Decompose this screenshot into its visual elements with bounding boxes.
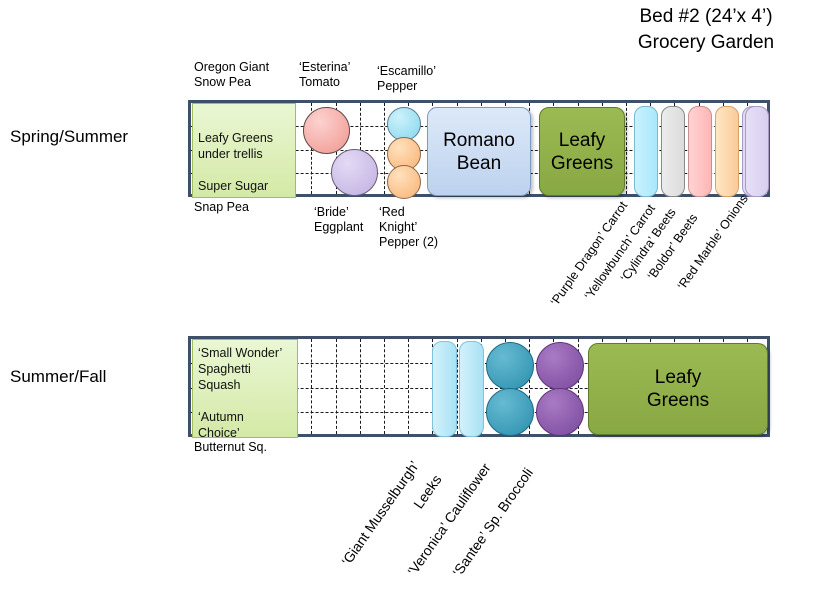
squash-block[interactable]: ‘Small Wonder’ Spaghetti Squash ‘Autumn … bbox=[192, 339, 298, 440]
season-label-spring-summer: Spring/Summer bbox=[10, 127, 129, 146]
bride-eggplant-label: ‘Bride’ Eggplant bbox=[314, 205, 364, 234]
gridline-v bbox=[457, 339, 458, 434]
page-title-line-1: Bed #2 (24’x 4’) bbox=[639, 6, 773, 27]
escamillo-pepper-label: ‘Escamillo’ Pepper bbox=[377, 64, 437, 93]
giant-musselburgh-leeks-label: ‘Giant Musselburgh’ bbox=[338, 457, 423, 569]
oregon-giant-snow-pea-label: Oregon Giant Snow Pea bbox=[194, 60, 270, 89]
red-knight-pepper-circle-2[interactable] bbox=[387, 165, 421, 199]
veronica-cauliflower-circle-1[interactable] bbox=[486, 342, 534, 390]
cylindra-beets-strip[interactable] bbox=[688, 106, 712, 197]
red-marble-onions-strip-2[interactable] bbox=[745, 106, 769, 197]
gridline-v bbox=[384, 339, 385, 434]
gridline-v bbox=[626, 103, 627, 194]
bride-eggplant-circle[interactable] bbox=[331, 149, 378, 196]
gridline-v bbox=[360, 339, 361, 434]
butternut-squash-label: Butternut Sq. bbox=[194, 440, 267, 454]
gridline-v bbox=[578, 339, 579, 434]
gridline-v bbox=[336, 339, 337, 434]
purple-dragon-carrot-strip[interactable] bbox=[634, 106, 658, 197]
giant-musselburgh-leeks-strip-1[interactable] bbox=[432, 341, 457, 437]
esterina-tomato-label: ‘Esterina’ Tomato bbox=[299, 60, 351, 89]
page-title: Bed #2 (24’x 4’) Grocery Garden bbox=[591, 4, 821, 56]
red-knight-pepper-label: ‘Red Knight’ Pepper (2) bbox=[379, 205, 439, 249]
veronica-cauliflower-label: ‘Veronica’ Cauliflower bbox=[404, 460, 494, 579]
giant-musselburgh-leeks-strip-2[interactable] bbox=[459, 341, 484, 437]
gridline-v bbox=[311, 339, 312, 434]
leafy-greens-block-fall[interactable]: Leafy Greens bbox=[588, 343, 768, 435]
escamillo-pepper-circle[interactable] bbox=[387, 107, 421, 141]
season-label-summer-fall: Summer/Fall bbox=[10, 367, 107, 386]
esterina-tomato-circle[interactable] bbox=[303, 107, 350, 154]
red-marble-onions-label: ‘Red Marble’ Onions bbox=[674, 192, 751, 293]
gridline-v bbox=[529, 339, 530, 434]
gridline-v bbox=[360, 103, 361, 194]
gridline-v bbox=[408, 339, 409, 434]
bed-summer-fall: ‘Small Wonder’ Spaghetti Squash ‘Autumn … bbox=[188, 336, 770, 440]
santee-broccoli-circle-2[interactable] bbox=[536, 388, 584, 436]
veronica-cauliflower-circle-2[interactable] bbox=[486, 388, 534, 436]
page-title-line-2: Grocery Garden bbox=[637, 32, 775, 53]
peas-trellis-block[interactable]: Leafy Greens under trellis Super Sugar bbox=[192, 103, 296, 198]
yellowbunch-carrot-strip[interactable] bbox=[661, 106, 685, 197]
santee-broccoli-circle-1[interactable] bbox=[536, 342, 584, 390]
boldor-beets-strip[interactable] bbox=[715, 106, 739, 197]
super-sugar-snap-pea-label: Snap Pea bbox=[194, 200, 249, 214]
romano-bean-block[interactable]: Romano Bean bbox=[427, 107, 531, 196]
gridline-v bbox=[384, 103, 385, 194]
leafy-greens-block-spring[interactable]: Leafy Greens bbox=[539, 107, 625, 196]
santee-broccoli-label: ‘Santee’ Sp. Broccoli bbox=[449, 464, 536, 580]
bed-spring-summer: Leafy Greens under trellis Super Sugar R… bbox=[188, 100, 770, 199]
